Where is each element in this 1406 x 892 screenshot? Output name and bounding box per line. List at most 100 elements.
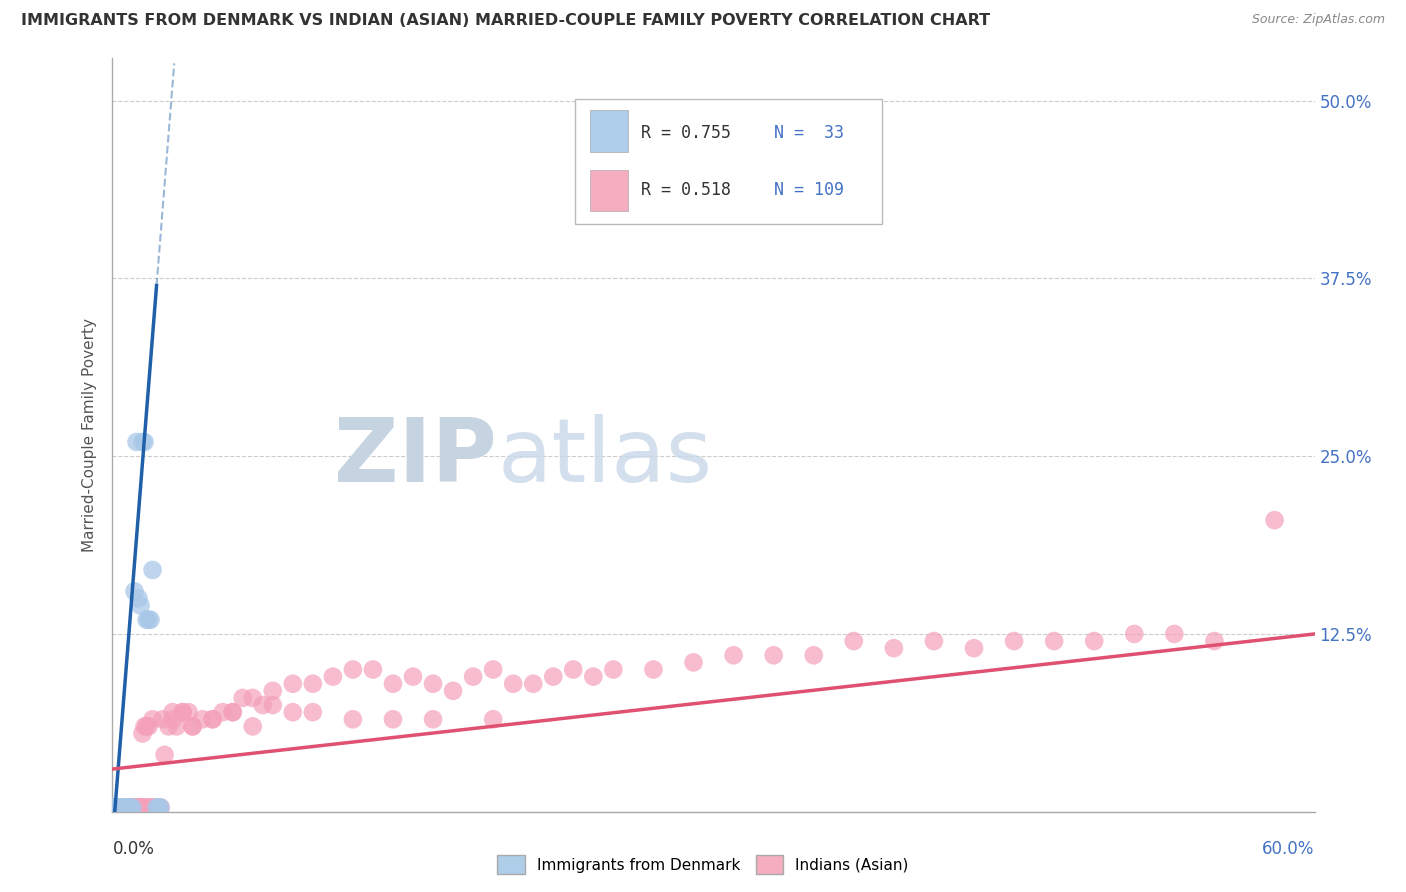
Point (141, 563, 163, 577)
Text: 60.0%: 60.0% (1263, 840, 1315, 858)
Point (135, 800, 157, 814)
Point (201, 712, 224, 726)
Point (110, 800, 132, 814)
Point (842, 634, 865, 648)
Point (115, 800, 138, 814)
Point (281, 677, 304, 691)
Point (103, 800, 125, 814)
Point (543, 670, 565, 684)
Point (222, 705, 245, 719)
Point (322, 670, 344, 684)
Point (172, 705, 194, 719)
Point (134, 800, 156, 814)
Point (361, 663, 384, 677)
Point (105, 800, 128, 814)
Point (125, 800, 148, 814)
Point (125, 434, 148, 449)
Point (402, 670, 425, 684)
Point (110, 800, 132, 814)
Point (1123, 627, 1146, 641)
Text: atlas: atlas (498, 414, 713, 501)
Point (129, 800, 152, 814)
Point (131, 434, 153, 449)
Point (120, 800, 142, 814)
Point (191, 712, 214, 726)
Point (145, 800, 167, 814)
Point (117, 800, 139, 814)
Point (482, 712, 505, 726)
Point (1163, 627, 1185, 641)
Point (124, 800, 146, 814)
Point (110, 800, 132, 814)
Point (121, 800, 143, 814)
Point (107, 800, 129, 814)
Point (1264, 513, 1286, 527)
Point (131, 726, 153, 740)
Point (963, 641, 986, 656)
Point (262, 698, 284, 712)
Point (139, 613, 162, 627)
Point (117, 800, 139, 814)
Point (111, 800, 134, 814)
FancyBboxPatch shape (589, 169, 628, 211)
Point (103, 800, 125, 814)
Point (120, 800, 142, 814)
Point (166, 719, 188, 733)
Point (138, 719, 160, 733)
Text: R = 0.755: R = 0.755 (641, 124, 731, 142)
Point (111, 800, 134, 814)
Point (302, 705, 325, 719)
Text: ZIP: ZIP (335, 414, 498, 501)
Point (129, 599, 152, 613)
Point (149, 800, 172, 814)
Text: N = 109: N = 109 (773, 181, 844, 199)
Point (148, 800, 170, 814)
Point (120, 800, 142, 814)
Point (138, 800, 160, 814)
Point (128, 591, 150, 606)
Point (121, 800, 143, 814)
Point (134, 719, 156, 733)
Point (242, 719, 264, 733)
Point (107, 800, 129, 814)
Point (643, 663, 665, 677)
Point (134, 434, 156, 449)
Bar (575, 99, 882, 224)
Point (124, 800, 146, 814)
Point (201, 712, 224, 726)
Text: R = 0.518: R = 0.518 (641, 181, 731, 199)
Point (128, 800, 150, 814)
Point (1043, 634, 1066, 648)
Point (502, 677, 524, 691)
Point (252, 698, 274, 712)
Point (281, 705, 304, 719)
Point (602, 663, 624, 677)
Point (883, 641, 905, 656)
Point (115, 800, 138, 814)
Point (114, 800, 136, 814)
Point (803, 648, 825, 663)
Point (105, 800, 128, 814)
Point (117, 800, 139, 814)
Point (111, 800, 134, 814)
Point (114, 800, 136, 814)
Text: Source: ZipAtlas.com: Source: ZipAtlas.com (1251, 13, 1385, 27)
Point (131, 800, 153, 814)
Point (162, 705, 184, 719)
Point (107, 800, 129, 814)
Text: 0.0%: 0.0% (112, 840, 155, 858)
Point (138, 613, 160, 627)
Point (181, 719, 204, 733)
Point (103, 800, 125, 814)
Point (723, 648, 745, 663)
Point (1002, 634, 1025, 648)
Point (128, 800, 150, 814)
Point (145, 800, 167, 814)
Point (107, 800, 129, 814)
Point (762, 648, 785, 663)
Point (125, 800, 148, 814)
Point (103, 800, 125, 814)
Point (107, 800, 129, 814)
Point (922, 634, 945, 648)
Point (105, 800, 128, 814)
